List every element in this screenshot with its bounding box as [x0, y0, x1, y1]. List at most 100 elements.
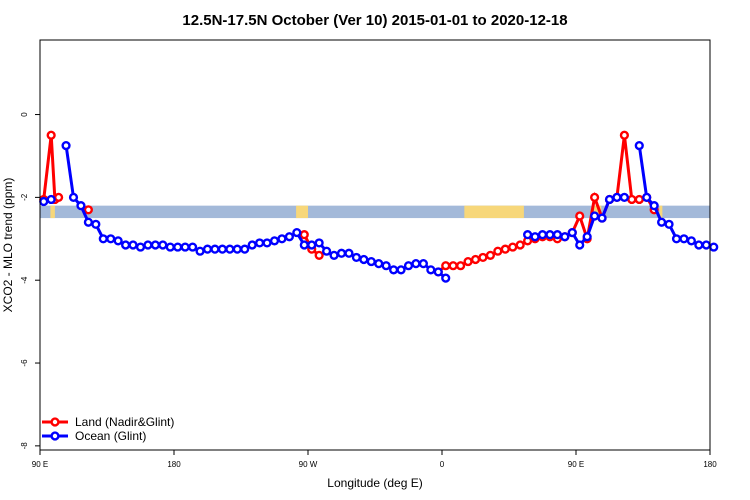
data-point: [701, 240, 711, 250]
data-point: [255, 238, 265, 248]
data-point: [262, 238, 272, 248]
data-point: [381, 261, 391, 271]
data-point: [195, 246, 205, 256]
data-point: [619, 192, 629, 202]
data-point: [575, 240, 585, 250]
data-point: [76, 201, 86, 211]
band-land: [464, 205, 524, 219]
data-point: [277, 234, 287, 244]
data-point: [351, 252, 361, 263]
data-point: [307, 240, 317, 250]
x-axis-label: Longitude (deg E): [327, 476, 422, 490]
data-point: [671, 234, 682, 244]
data-point: [121, 240, 131, 250]
data-point: [523, 230, 533, 240]
data-point: [91, 219, 101, 229]
data-point: [530, 232, 540, 242]
data-point: [210, 244, 220, 254]
y-tick-label: -2: [20, 193, 29, 201]
data-point: [83, 217, 93, 227]
data-point: [389, 265, 399, 275]
data-point: [649, 201, 659, 211]
data-point: [441, 273, 451, 283]
data-point: [336, 248, 347, 258]
data-point: [411, 259, 421, 269]
data-point: [314, 250, 324, 260]
band-land: [50, 205, 55, 219]
data-point: [508, 242, 518, 252]
data-point: [188, 242, 198, 252]
data-point: [150, 240, 160, 250]
series-line: [437, 135, 656, 274]
data-point: [106, 234, 116, 244]
data-point: [537, 230, 548, 240]
data-point: [322, 246, 332, 256]
data-point: [284, 232, 294, 242]
data-point: [225, 244, 235, 254]
band-land: [593, 205, 602, 219]
data-point: [642, 192, 652, 202]
data-point: [128, 240, 138, 250]
data-point: [68, 192, 79, 202]
data-point: [582, 232, 592, 242]
data-point: [217, 244, 227, 254]
data-point: [202, 244, 213, 254]
y-axis: 0 -2 -4 -6 -8: [20, 112, 40, 450]
data-point: [619, 130, 629, 140]
data-point: [478, 252, 488, 263]
data-point: [686, 236, 696, 246]
x-tick-label: 180: [167, 460, 181, 469]
y-tick-label: -8: [20, 442, 29, 450]
y-axis-label: XCO2 - MLO trend (ppm): [1, 178, 15, 313]
data-point: [180, 242, 190, 252]
x-tick-label: 90 E: [32, 460, 48, 469]
x-tick-label: 90 W: [299, 460, 318, 469]
data-point: [590, 192, 600, 202]
plot-frame: [39, 39, 711, 451]
data-point: [560, 232, 570, 242]
data-point: [98, 234, 108, 244]
data-point: [158, 240, 168, 250]
data-point: [292, 227, 302, 238]
data-point: [590, 211, 600, 221]
data-point: [83, 205, 93, 215]
data-point: [493, 246, 503, 256]
data-point: [61, 141, 71, 151]
legend-label: Land (Nadir&Glint): [75, 415, 174, 429]
data-point: [657, 217, 667, 227]
band-land: [296, 205, 308, 219]
data-point: [374, 259, 384, 269]
data-point: [46, 194, 56, 205]
data-point: [441, 261, 451, 271]
data-point: [634, 141, 644, 151]
data-point: [240, 244, 250, 254]
data-point: [485, 250, 495, 260]
data-point: [500, 244, 510, 254]
legend-swatch-marker: [50, 417, 60, 427]
data-point: [426, 265, 436, 275]
y-tick-label: 0: [20, 112, 29, 117]
data-point: [664, 219, 674, 229]
series-line: [42, 135, 60, 202]
data-point: [314, 238, 324, 248]
data-point: [165, 242, 175, 252]
data-point: [359, 254, 369, 265]
data-point: [597, 213, 607, 223]
data-point: [329, 250, 339, 260]
data-point: [135, 242, 146, 252]
legend-label: Ocean (Glint): [75, 429, 146, 443]
data-point: [54, 192, 64, 202]
band-land: [659, 205, 663, 219]
data-point: [470, 254, 481, 265]
data-point: [173, 242, 183, 252]
data-point: [403, 261, 414, 271]
data-point: [366, 256, 376, 267]
data-point: [39, 196, 49, 207]
data-point: [269, 236, 280, 246]
data-point: [463, 256, 473, 267]
y-tick-label: -4: [20, 276, 29, 284]
data-point: [46, 130, 56, 140]
data-point: [575, 211, 585, 221]
data-point: [299, 230, 309, 240]
data-point: [143, 240, 153, 250]
